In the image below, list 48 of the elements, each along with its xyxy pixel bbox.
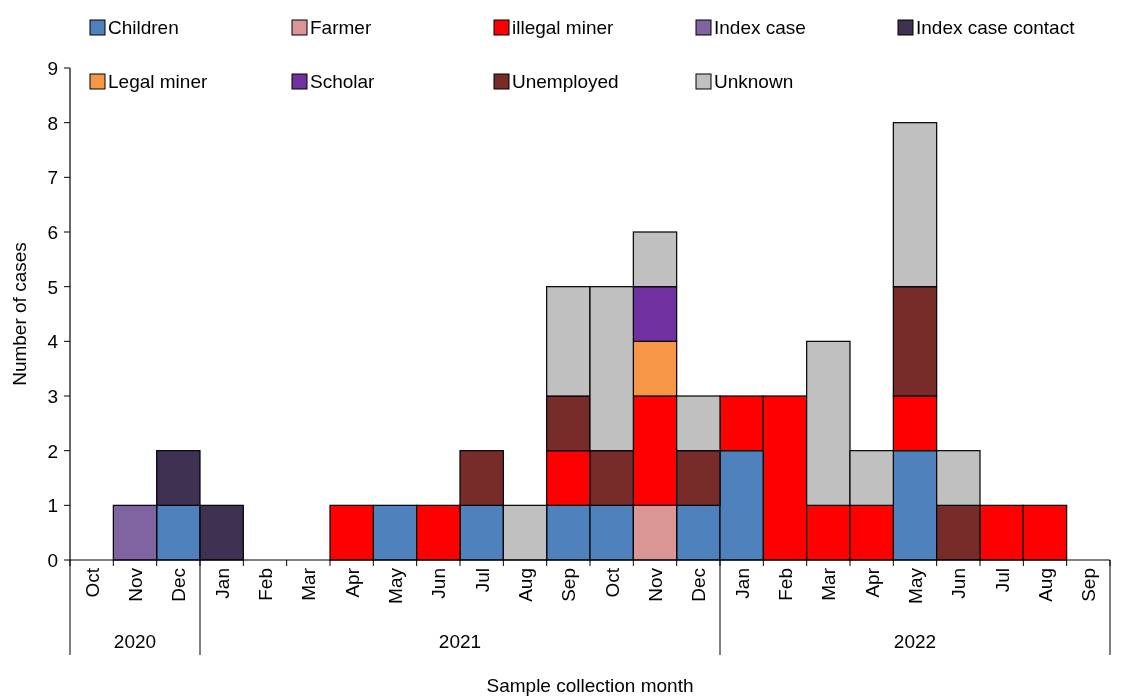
legend-label: Unemployed xyxy=(512,71,619,92)
x-tick-label: Apr xyxy=(341,567,363,598)
x-tick-label: Feb xyxy=(775,568,796,601)
x-tick-label: Jun xyxy=(428,568,450,599)
y-tick-label: 9 xyxy=(47,58,58,79)
x-tick-label: May xyxy=(905,567,926,604)
x-tick-label: Dec xyxy=(688,568,710,602)
y-tick-label: 3 xyxy=(47,386,58,407)
x-tick-label: Feb xyxy=(255,568,276,601)
x-tick-label: Nov xyxy=(645,567,666,602)
x-tick-label: Oct xyxy=(601,567,623,598)
x-tick-label: May xyxy=(385,567,406,604)
x-tick-label: Nov xyxy=(125,567,146,602)
legend-label: Unknown xyxy=(714,71,794,92)
x-tick-label: Jul xyxy=(991,568,1013,593)
x-axis-title: Sample collection month xyxy=(486,675,694,696)
text: 2021 xyxy=(438,631,482,652)
x-tick-label: Mar xyxy=(298,567,320,601)
y-axis-title: Number of cases xyxy=(9,242,30,386)
legend-label: Children xyxy=(108,17,179,38)
x-tick-label: Mar xyxy=(818,567,840,601)
legend-label: Scholar xyxy=(310,71,376,92)
y-tick-label: 1 xyxy=(47,495,58,517)
x-tick-label: Apr xyxy=(861,567,883,598)
y-tick-label: 5 xyxy=(47,276,58,298)
x-tick-label: Jun xyxy=(948,568,970,599)
x-tick-label: Sep xyxy=(1078,568,1100,602)
x-tick-label: Oct xyxy=(81,567,103,598)
y-tick-label: 4 xyxy=(47,331,59,353)
x-tick-label: Dec xyxy=(168,568,190,602)
y-tick-label: 6 xyxy=(47,222,58,243)
x-tick-label: Jan xyxy=(731,568,753,599)
legend-label: illegal miner xyxy=(512,17,615,38)
legend-label: Index case xyxy=(714,17,806,38)
legend-label: Index case contact xyxy=(916,17,1076,38)
y-tick-label: 0 xyxy=(47,550,58,571)
x-tick-label: Jan xyxy=(211,568,233,599)
text: 2022 xyxy=(893,631,937,652)
text: 2020 xyxy=(113,631,157,652)
x-tick-label: Aug xyxy=(1035,568,1056,602)
y-tick-label: 2 xyxy=(47,440,58,462)
legend-label: Farmer xyxy=(310,17,372,38)
x-tick-label: Aug xyxy=(515,568,536,602)
legend-label: Legal miner xyxy=(108,71,208,92)
y-tick-label: 7 xyxy=(47,167,58,189)
x-tick-label: Jul xyxy=(471,568,493,593)
x-tick-label: Sep xyxy=(558,568,580,602)
y-tick-label: 8 xyxy=(47,112,58,134)
